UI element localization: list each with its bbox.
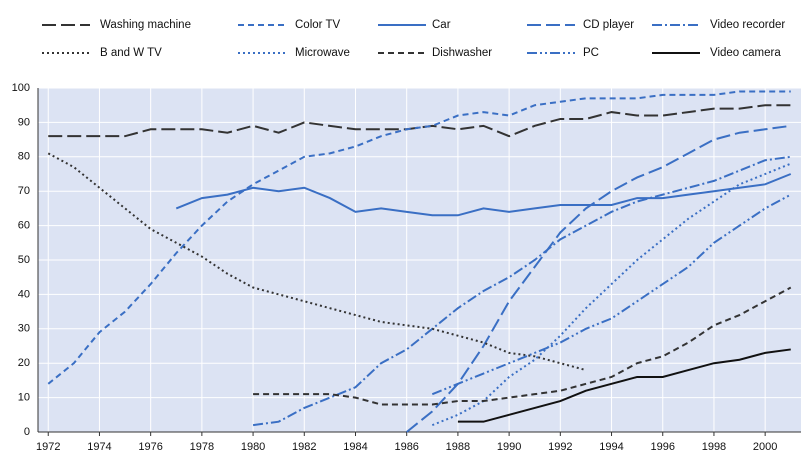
- series-line: [431, 193, 792, 396]
- series-line: [252, 155, 791, 427]
- y-tick-label: 30: [18, 323, 30, 335]
- legend-label: PC: [583, 47, 599, 59]
- x-tick-label: 1998: [702, 441, 726, 453]
- x-tick-label: 1978: [190, 441, 214, 453]
- x-tick-label: 1976: [138, 441, 162, 453]
- legend-label: Washing machine: [100, 19, 191, 31]
- x-tick-label: 1992: [548, 441, 572, 453]
- y-tick-label: 50: [18, 254, 30, 266]
- series-line: [47, 90, 791, 385]
- x-tick-label: 2000: [753, 441, 777, 453]
- legend-label: Car: [432, 19, 451, 31]
- y-tick-label: 60: [18, 220, 30, 232]
- y-tick-label: 0: [24, 426, 30, 438]
- legend-label: Video recorder: [710, 19, 785, 31]
- series-line: [406, 124, 791, 433]
- x-tick-label: 1980: [241, 441, 265, 453]
- x-tick-label: 1990: [497, 441, 521, 453]
- legend-label: Microwave: [295, 47, 350, 59]
- series-line: [47, 152, 587, 372]
- x-tick-label: 1988: [446, 441, 470, 453]
- legend-label: CD player: [583, 19, 634, 31]
- series-line: [431, 162, 792, 427]
- y-tick-label: 80: [18, 151, 30, 163]
- y-tick-label: 20: [18, 357, 30, 369]
- legend-label: Color TV: [295, 19, 340, 31]
- x-tick-label: 1986: [394, 441, 418, 453]
- x-tick-label: 1984: [343, 441, 367, 453]
- series-line: [48, 104, 791, 138]
- x-tick-label: 1974: [87, 441, 111, 453]
- series-line: [253, 286, 792, 406]
- x-tick-label: 1996: [650, 441, 674, 453]
- y-tick-label: 90: [18, 116, 30, 128]
- legend-label: Dishwasher: [432, 47, 492, 59]
- y-tick-label: 40: [18, 288, 30, 300]
- x-tick-label: 1994: [599, 441, 623, 453]
- y-tick-label: 100: [12, 82, 30, 94]
- series-line: [175, 173, 792, 217]
- legend-label: B and W TV: [100, 47, 162, 59]
- y-tick-label: 70: [18, 185, 30, 197]
- x-tick-label: 1972: [36, 441, 60, 453]
- x-tick-label: 1982: [292, 441, 316, 453]
- series-line: [457, 348, 791, 423]
- y-tick-label: 10: [18, 392, 30, 404]
- legend-label: Video camera: [710, 47, 781, 59]
